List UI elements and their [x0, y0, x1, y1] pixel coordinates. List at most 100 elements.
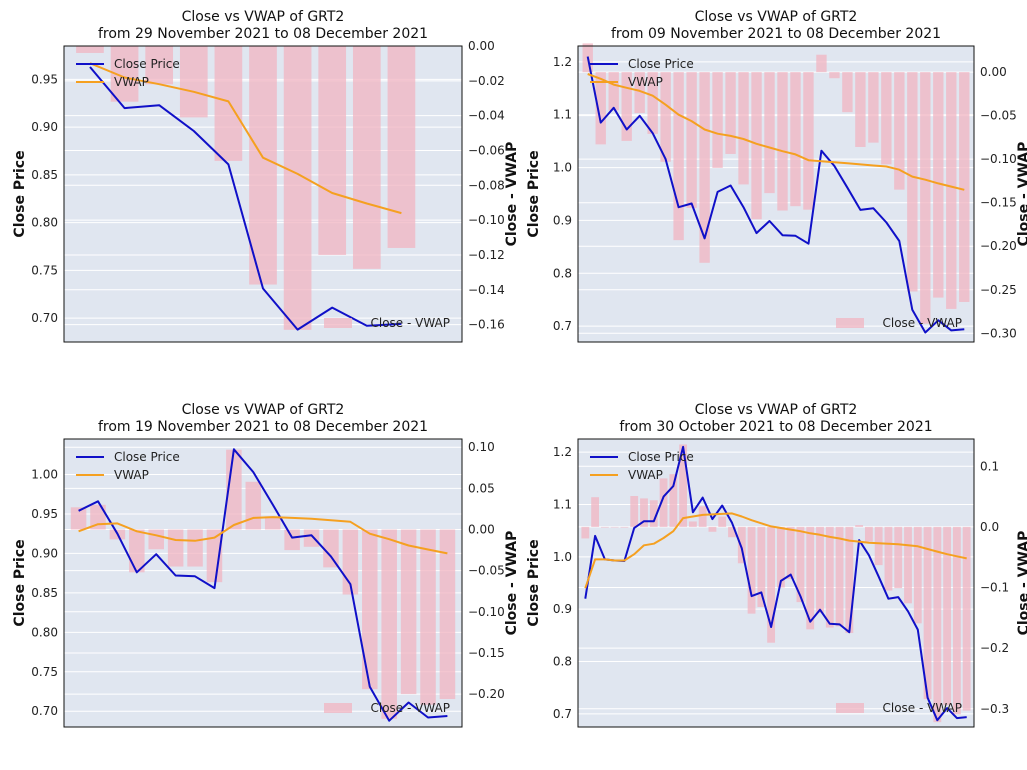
- diff-bar: [595, 72, 606, 145]
- y-tick-label: 1.00: [31, 468, 58, 482]
- y-tick-label: 0.85: [31, 586, 58, 600]
- chart-panel-4: 0.7 0.8 0.9 1.0 1.1 1.2 0.1 0.0 −0.1 −0.2 −0.3 Clos…: [526, 402, 1027, 728]
- y2-tick-label: 0.00: [468, 39, 495, 53]
- y2-axis-label: Close - VWAP: [1016, 531, 1027, 636]
- diff-bar: [179, 46, 208, 118]
- y2-tick-label: −0.25: [980, 283, 1017, 297]
- diff-bar: [962, 526, 971, 711]
- y-tick-label: 0.8: [553, 266, 572, 280]
- y-tick-label: 0.75: [31, 665, 58, 679]
- diff-bar: [148, 529, 164, 550]
- diff-bar: [167, 529, 184, 567]
- diff-bar: [933, 526, 942, 723]
- y-axis-label: Close Price: [12, 150, 28, 237]
- diff-bar: [816, 526, 824, 614]
- y2-tick-label: −0.15: [980, 196, 1017, 210]
- legend-lines: Close Price VWAP: [590, 57, 694, 89]
- diff-bar: [708, 526, 717, 532]
- y2-tick-label: −0.12: [468, 248, 505, 262]
- diff-bar: [933, 72, 944, 298]
- diff-bar: [608, 72, 619, 111]
- diff-bar: [718, 516, 727, 527]
- diff-bar: [673, 72, 684, 241]
- y2-tick-label: 0.00: [980, 65, 1007, 79]
- y2-tick-label: −0.14: [468, 283, 505, 297]
- close-price-line: [89, 66, 402, 331]
- diff-bar: [712, 72, 723, 168]
- y-tick-label: 0.8: [553, 655, 572, 669]
- y2-tick-label: −0.06: [468, 143, 505, 157]
- legend-vwap-label: VWAP: [114, 75, 149, 89]
- legend-lines: Close Price VWAP: [76, 450, 180, 482]
- diff-bar: [591, 497, 600, 527]
- diff-bar: [284, 529, 300, 551]
- diff-bar: [855, 72, 866, 147]
- y-axis-label: Close Price: [12, 539, 28, 626]
- diff-bar: [920, 72, 931, 324]
- diff-bar: [952, 526, 961, 715]
- chart-title: Close vs VWAP of GRT2: [695, 402, 858, 418]
- diff-bar: [777, 72, 788, 211]
- diff-bar: [659, 478, 668, 527]
- diff-bar: [894, 72, 905, 190]
- diff-bar: [660, 72, 671, 162]
- y-tick-label: 0.9: [553, 213, 572, 227]
- diff-bar: [728, 526, 736, 538]
- diff-bar: [400, 529, 417, 695]
- legend-bar-label: Close - VWAP: [882, 316, 962, 330]
- chart-title: Close vs VWAP of GRT2: [182, 402, 345, 418]
- diff-bar: [884, 526, 893, 591]
- vwap-line: [587, 73, 965, 191]
- diff-bar: [959, 72, 970, 302]
- y2-tick-label: −0.05: [468, 564, 505, 578]
- y-tick-label: 0.90: [31, 120, 58, 134]
- diff-bar: [725, 72, 736, 154]
- diff-bar: [767, 526, 776, 643]
- y-tick-label: 1.0: [553, 550, 572, 564]
- diff-bar: [634, 72, 645, 114]
- legend-bar-label: Close - VWAP: [882, 701, 962, 715]
- legend-bar-label: Close - VWAP: [370, 316, 450, 330]
- y2-tick-label: −0.10: [468, 213, 505, 227]
- diff-bar: [845, 526, 854, 634]
- diff-bar: [738, 72, 749, 185]
- diff-bar: [698, 506, 707, 527]
- diff-bar: [283, 46, 312, 330]
- y-axis-label: Close Price: [526, 539, 542, 626]
- chart-title: Close vs VWAP of GRT2: [182, 9, 345, 25]
- chart-title: Close vs VWAP of GRT2: [695, 9, 858, 25]
- diff-bar: [581, 526, 590, 539]
- diff-bar: [806, 526, 815, 630]
- diff-bar: [894, 526, 903, 589]
- diff-bar: [381, 529, 397, 719]
- y-tick-label: 0.85: [31, 168, 58, 182]
- diff-bar: [842, 72, 853, 113]
- diff-bar: [747, 526, 756, 614]
- diff-bar: [679, 444, 688, 527]
- diff-bar: [816, 54, 827, 73]
- vwap-line: [89, 62, 402, 215]
- y-tick-label: 1.2: [553, 55, 572, 69]
- chart-subtitle: from 29 November 2021 to 08 December 202…: [98, 26, 428, 42]
- diff-bar: [640, 498, 648, 527]
- legend-bar-label: Close - VWAP: [370, 701, 450, 715]
- diff-bar: [923, 526, 932, 700]
- close-price-line: [584, 445, 967, 722]
- y-tick-label: 0.95: [31, 72, 58, 86]
- diff-bar: [610, 526, 619, 528]
- y2-tick-label: −0.1: [980, 581, 1009, 595]
- y2-axis-label: Close - VWAP: [1016, 142, 1027, 247]
- plot-frame: [577, 438, 975, 728]
- diff-bar: [907, 72, 918, 292]
- legend-bar-swatch: [836, 318, 864, 328]
- plot-frame: [577, 45, 975, 343]
- legend-vwap-label: VWAP: [628, 468, 663, 482]
- diff-bar: [790, 72, 801, 207]
- diff-bar: [76, 46, 104, 53]
- y-tick-label: 0.95: [31, 507, 58, 521]
- diff-bar: [649, 500, 658, 527]
- diff-bar: [913, 526, 922, 624]
- diff-bar: [803, 72, 814, 210]
- diff-bar: [737, 526, 746, 564]
